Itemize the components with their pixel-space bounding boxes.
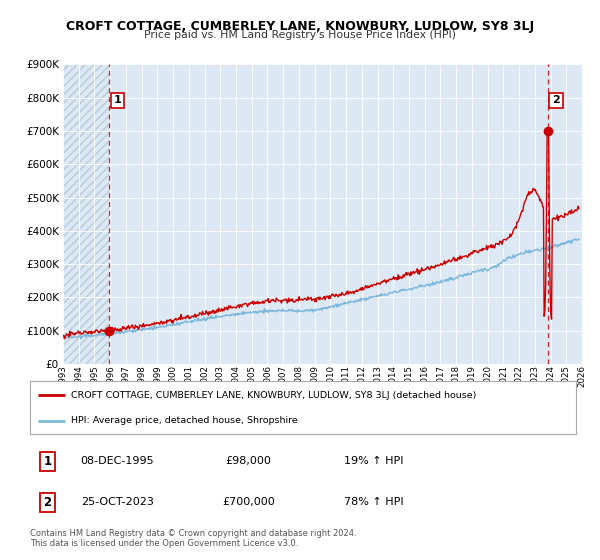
Text: 78% ↑ HPI: 78% ↑ HPI	[344, 497, 404, 507]
Text: CROFT COTTAGE, CUMBERLEY LANE, KNOWBURY, LUDLOW, SY8 3LJ (detached house): CROFT COTTAGE, CUMBERLEY LANE, KNOWBURY,…	[71, 391, 476, 400]
Text: £98,000: £98,000	[226, 456, 271, 466]
Text: 2: 2	[552, 95, 560, 105]
Text: 19% ↑ HPI: 19% ↑ HPI	[344, 456, 404, 466]
Text: 25-OCT-2023: 25-OCT-2023	[81, 497, 154, 507]
Text: HPI: Average price, detached house, Shropshire: HPI: Average price, detached house, Shro…	[71, 416, 298, 425]
Text: £700,000: £700,000	[222, 497, 275, 507]
Text: Price paid vs. HM Land Registry's House Price Index (HPI): Price paid vs. HM Land Registry's House …	[144, 30, 456, 40]
Text: 08-DEC-1995: 08-DEC-1995	[80, 456, 154, 466]
Text: 1: 1	[43, 455, 52, 468]
Text: 1: 1	[113, 95, 121, 105]
Text: Contains HM Land Registry data © Crown copyright and database right 2024.
This d: Contains HM Land Registry data © Crown c…	[30, 529, 356, 548]
Text: 2: 2	[43, 496, 52, 509]
Text: CROFT COTTAGE, CUMBERLEY LANE, KNOWBURY, LUDLOW, SY8 3LJ: CROFT COTTAGE, CUMBERLEY LANE, KNOWBURY,…	[66, 20, 534, 32]
Bar	[63, 64, 109, 364]
